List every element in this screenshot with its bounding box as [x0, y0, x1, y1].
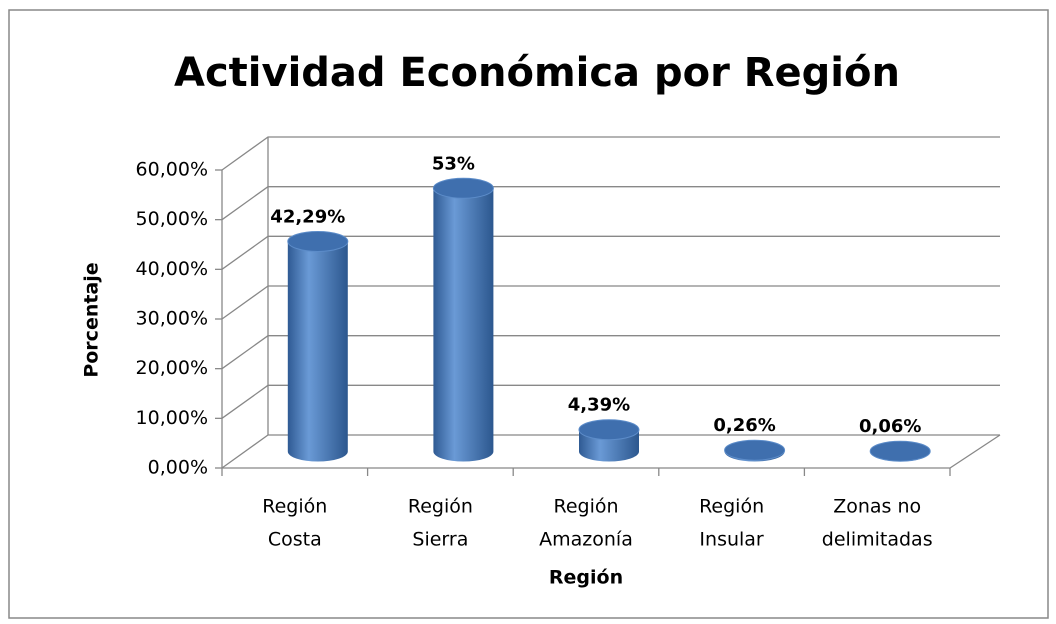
y-tick-label: 0,00%: [148, 457, 208, 479]
y-tick-label: 40,00%: [136, 258, 208, 280]
bar: [578, 419, 640, 462]
x-tick-label: Costa: [268, 529, 322, 551]
y-tick-label: 10,00%: [136, 407, 208, 429]
bar-top: [287, 230, 349, 252]
value-label: 42,29%: [270, 206, 345, 227]
x-tick-label: Región: [408, 496, 473, 518]
x-tick-label: Amazonía: [539, 529, 633, 551]
x-tick-label: Insular: [699, 529, 764, 551]
value-label: 0,06%: [859, 416, 921, 437]
bar-top: [724, 439, 786, 461]
bar: [287, 230, 349, 462]
bar-body: [433, 188, 494, 462]
x-tick-label: Región: [553, 496, 618, 518]
y-tick-label: 30,00%: [136, 308, 208, 330]
bar: [869, 440, 931, 462]
y-tick-label: 20,00%: [136, 357, 208, 379]
x-tick-label: Sierra: [412, 529, 468, 551]
y-tick-label: 60,00%: [136, 159, 208, 181]
bar-top: [869, 440, 931, 462]
x-tick-label: Región: [262, 496, 327, 518]
value-label: 53%: [432, 153, 475, 174]
value-label: 0,26%: [713, 415, 775, 436]
y-tick-label: 50,00%: [136, 208, 208, 230]
chart-title: Actividad Económica por Región: [174, 50, 900, 96]
bar: [432, 177, 494, 462]
bar-top: [578, 419, 640, 441]
x-tick-label: Zonas no: [833, 496, 921, 518]
bar: [724, 439, 786, 462]
x-axis-title: Región: [549, 567, 623, 589]
x-tick-label: delimitadas: [822, 529, 933, 551]
chart-frame: [8, 9, 1049, 619]
value-label: 4,39%: [568, 395, 630, 416]
bar-body: [287, 241, 348, 462]
y-axis-title: Porcentaje: [81, 262, 103, 377]
x-tick-label: Región: [699, 496, 764, 518]
bar-top: [432, 177, 494, 199]
